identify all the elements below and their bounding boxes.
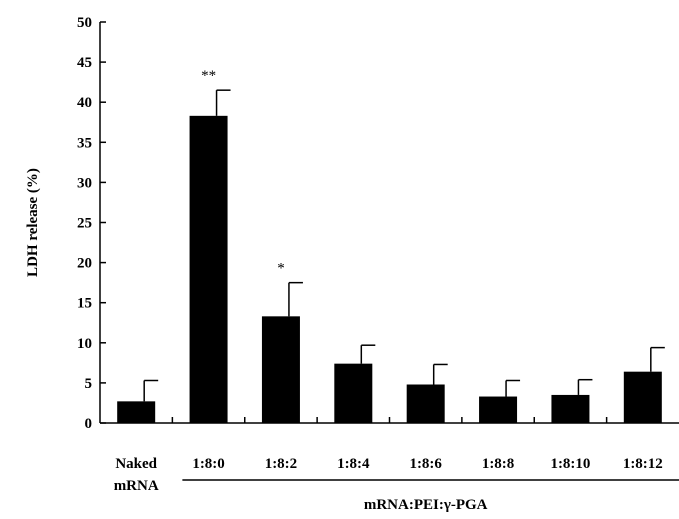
y-tick-label: 5: [85, 376, 93, 392]
x-category-label: 1:8:6: [409, 456, 442, 472]
bar: [406, 384, 445, 423]
bar: [334, 363, 373, 423]
y-tick-label: 30: [77, 175, 92, 191]
x-category-label: 1:8:2: [265, 456, 298, 472]
bars: [117, 115, 662, 424]
significance-label: *: [277, 261, 285, 277]
bar: [479, 396, 518, 423]
y-tick-label: 0: [85, 416, 93, 432]
bar: [551, 394, 590, 423]
y-tick-label: 10: [77, 336, 92, 352]
y-tick-label: 25: [77, 216, 92, 232]
y-tick-label: 40: [77, 95, 92, 111]
bar: [189, 115, 228, 424]
bar: [623, 371, 662, 423]
x-category-label: Naked: [115, 456, 157, 472]
y-tick-label: 50: [77, 15, 92, 31]
significance-markers: ***: [201, 68, 285, 276]
y-tick-label: 45: [77, 55, 92, 71]
y-tick-label: 20: [77, 256, 92, 272]
x-category-label: mRNA: [114, 478, 159, 494]
category-labels: Naked mRNA 1:8:0 1:8:2 1:8:4 1:8:6 1:8:8 1:8:10…: [114, 456, 663, 494]
significance-label: **: [201, 68, 216, 84]
y-tick-label: 15: [77, 296, 92, 312]
bar: [117, 401, 156, 423]
bar: [261, 316, 300, 423]
y-axis-title: LDH release (%): [25, 168, 41, 277]
y-tick-label: 35: [77, 135, 92, 151]
group-label: mRNA:PEI:γ-PGA: [364, 497, 488, 513]
error-bars: [143, 89, 665, 402]
x-category-label: 1:8:12: [623, 456, 663, 472]
x-category-label: 1:8:8: [482, 456, 515, 472]
x-category-label: 1:8:4: [337, 456, 370, 472]
x-category-label: 1:8:10: [550, 456, 590, 472]
x-axis: [100, 417, 679, 424]
y-axis: 0 5 10 15 20 25 30 35 40 45 50: [77, 15, 106, 432]
x-category-label: 1:8:0: [192, 456, 225, 472]
